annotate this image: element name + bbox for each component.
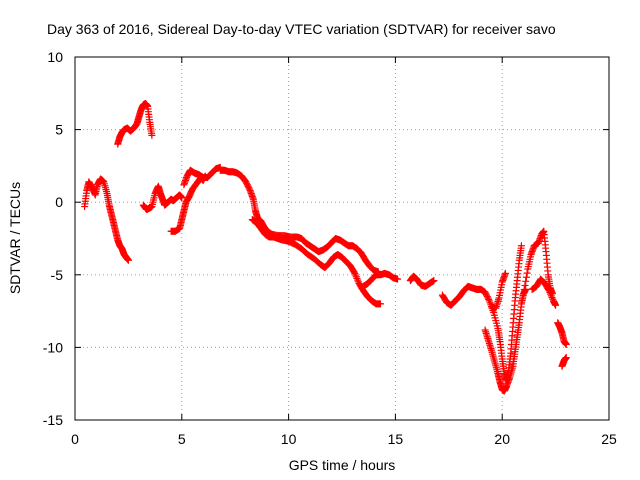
data-point xyxy=(546,288,554,296)
x-tick-label: 25 xyxy=(601,431,617,447)
x-tick-label: 5 xyxy=(178,431,186,447)
chart-title: Day 363 of 2016, Sidereal Day-to-day VTE… xyxy=(47,21,556,37)
data-point xyxy=(517,242,525,250)
data-point xyxy=(547,292,555,300)
data-point xyxy=(548,294,556,302)
axis-ticks: 0 5 10 15 20 25 10 5 0 -5 -10 -15 xyxy=(43,49,617,447)
x-axis-label: GPS time / hours xyxy=(289,457,396,473)
data-point xyxy=(485,295,493,303)
data-point xyxy=(522,273,530,281)
data-point xyxy=(394,275,402,283)
data-point xyxy=(353,274,361,282)
x-tick-label: 15 xyxy=(388,431,404,447)
data-point xyxy=(430,277,438,285)
data-point xyxy=(520,286,528,294)
x-tick-label: 10 xyxy=(281,431,297,447)
data-point xyxy=(552,301,560,309)
data-point xyxy=(354,276,362,284)
data-series xyxy=(81,99,570,395)
data-point xyxy=(352,271,360,279)
x-tick-label: 20 xyxy=(494,431,510,447)
data-point xyxy=(351,269,359,277)
data-point xyxy=(520,290,528,298)
y-tick-label: -10 xyxy=(43,339,63,355)
data-point xyxy=(562,354,570,362)
y-tick-label: 5 xyxy=(55,122,63,138)
y-tick-label: 10 xyxy=(47,49,63,65)
plot-frame xyxy=(74,56,610,421)
data-point xyxy=(124,256,132,264)
data-point xyxy=(178,194,186,202)
data-point xyxy=(352,273,360,281)
data-point xyxy=(523,269,531,277)
data-point xyxy=(522,277,530,285)
data-point xyxy=(376,300,384,308)
data-point xyxy=(501,269,509,277)
data-point xyxy=(547,290,555,298)
data-point xyxy=(148,131,156,139)
y-axis-label: SDTVAR / TECUs xyxy=(7,182,23,294)
y-tick-label: -15 xyxy=(43,412,63,428)
data-point xyxy=(521,281,529,289)
data-point xyxy=(562,340,570,348)
x-tick-label: 0 xyxy=(71,431,79,447)
y-tick-label: -5 xyxy=(51,267,64,283)
y-tick-label: 0 xyxy=(55,194,63,210)
data-point xyxy=(545,287,553,295)
series-sdtvar xyxy=(81,99,570,395)
